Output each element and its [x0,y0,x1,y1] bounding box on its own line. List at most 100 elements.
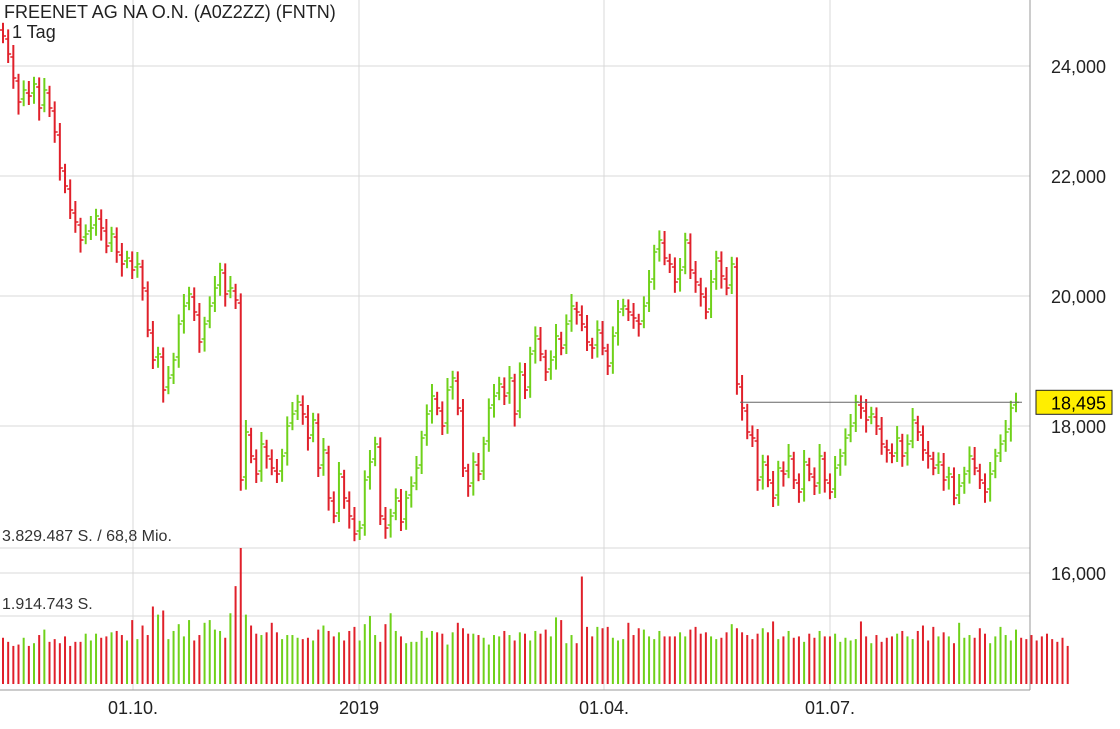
ohlc-bar [863,399,870,433]
ohlc-bar [470,452,477,496]
ohlc-bar [217,262,224,296]
ohlc-bar [511,373,518,427]
ohlc-bar [186,286,193,311]
ohlc-bar [72,201,79,233]
ohlc-bar [46,85,53,117]
ohlc-bar [165,366,172,395]
ohlc-bar [418,430,425,474]
ohlc-bar [51,101,58,143]
ohlc-bar [196,303,203,353]
ohlc-bar [41,78,48,113]
ohlc-bar [124,250,131,269]
ohlc-bar [811,467,818,495]
ohlc-bar [180,294,187,334]
ohlc-bar [113,227,120,263]
ohlc-bar [594,320,601,358]
ohlc-bar [62,163,69,194]
ohlc-bar [992,448,999,479]
price-bars [0,22,1019,542]
ohlc-bar [118,243,125,277]
chart-interval: 1 Tag [12,22,56,42]
ohlc-bar [987,462,994,502]
ohlc-bar [723,267,730,296]
ohlc-bar [625,299,632,321]
ohlc-bar [950,467,957,506]
ohlc-bar [366,450,373,490]
volume-max-label: 3.829.487 S. / 68,8 Mio. [2,528,172,545]
ohlc-bar [397,489,404,531]
ohlc-bar [966,446,973,484]
ohlc-bar [330,491,337,524]
ohlc-bar [790,451,797,489]
ohlc-bar [956,474,963,504]
ohlc-bar [67,179,74,219]
ohlc-bar [134,252,141,278]
ohlc-bar [733,257,740,395]
ohlc-bar [584,315,591,351]
ohlc-bar [501,377,508,405]
chart-title: FREENET AG NA O.N. (A0Z2ZZ) (FNTN) [4,2,336,22]
ohlc-bar [103,219,110,254]
ohlc-bar [837,448,844,476]
ohlc-bar [821,451,828,493]
ohlc-bar [36,77,43,121]
ohlc-bar [909,408,916,449]
ohlc-bar [713,250,720,290]
ohlc-bar [547,350,554,380]
ohlc-bar [615,300,622,346]
ohlc-bar [377,437,384,525]
ohlc-bar [98,209,105,241]
ohlc-bar [423,404,430,446]
ohlc-bar [475,453,482,482]
ohlc-bar [335,462,342,522]
ohlc-bar [759,454,766,490]
ohlc-bar [490,384,497,418]
ohlc-bar [847,414,854,443]
x-tick-label: 01.10. [108,698,158,718]
ohlc-bar [248,427,255,464]
ohlc-bar [31,76,38,104]
ohlc-bar [273,459,280,483]
ohlc-bar [997,434,1004,462]
ohlc-bar [5,29,12,63]
ohlc-bar [144,281,151,338]
ohlc-bar [888,443,895,464]
ohlc-bar [914,415,921,441]
ohlc-bar [573,301,580,325]
ohlc-bar [873,407,880,435]
ohlc-bar [155,346,162,368]
ohlc-bar [935,452,942,474]
ohlc-bar [666,253,673,273]
ohlc-bar [496,376,503,401]
ohlc-bar [253,449,260,483]
ohlc-bar [284,416,291,466]
ohlc-bar [392,488,399,521]
ohlc-bar [806,457,813,482]
ohlc-bar [175,314,182,368]
ohlc-bar [449,370,456,400]
ohlc-bar [553,324,560,370]
ohlc-bar [242,420,249,490]
ohlc-bar [82,224,89,245]
ohlc-bar [258,432,265,482]
ohlc-bar [708,270,715,318]
ohlc-bar [677,258,684,292]
ohlc-bar [413,456,420,491]
ohlc-bar [919,425,926,461]
ohlc-bar [780,461,787,487]
ohlc-bar [842,428,849,466]
ohlc-bar [739,375,746,421]
ohlc-bar [403,490,410,530]
ohlc-bar [656,230,663,262]
ohlc-bar [930,451,937,476]
ohlc-bar [682,232,689,275]
ohlc-bar [775,460,782,506]
ohlc-bar [1007,400,1014,442]
ohlc-bar [320,438,327,476]
ohlc-bar [516,362,523,419]
y-tick-label: 18,000 [1051,417,1106,437]
ohlc-bar [149,321,156,369]
ohlc-bar [160,347,167,403]
ohlc-bar [558,331,565,356]
